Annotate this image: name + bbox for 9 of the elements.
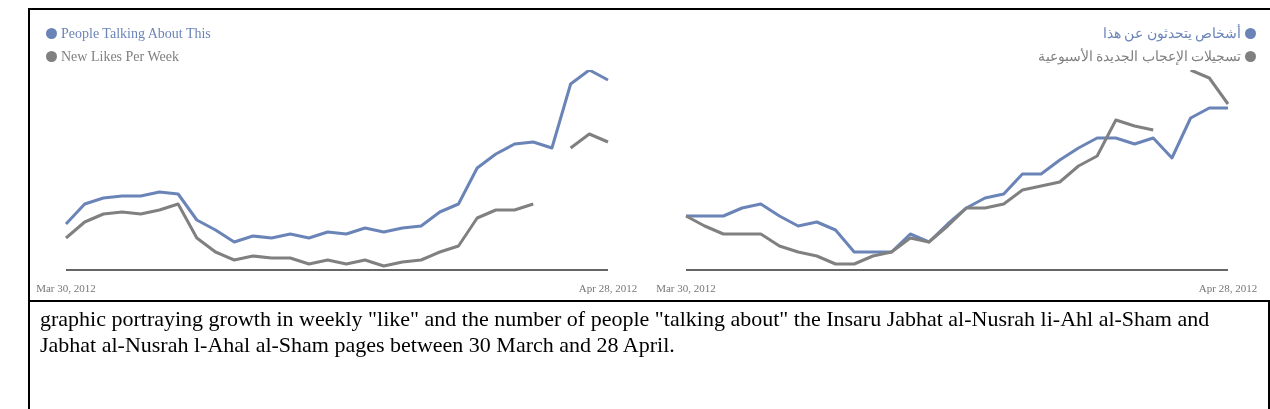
legend-label: أشخاص يتحدثون عن هذا <box>1102 23 1241 44</box>
legend-label: تسجيلات الإعجاب الجديدة الأسبوعية <box>1037 47 1241 67</box>
legend-label: People Talking About This <box>61 25 211 43</box>
x-tick-label: Apr 28, 2012 <box>578 282 638 294</box>
x-tick-label: Apr 28, 2012 <box>1198 282 1258 294</box>
x-tick-label: Mar 30, 2012 <box>36 282 96 294</box>
text: graphic portraying growth in weekly "like" and the number of people "talking about" the Insaru Jabhat al-Nusrah li-Ahl al-Sham and Jabhat al-Nusrah l-Ahal al-Sham pages between 30 March and 28 April. <box>40 306 1211 358</box>
legend-label: New Likes Per Week <box>61 48 179 66</box>
x-tick-label: Mar 30, 2012 <box>656 282 716 294</box>
